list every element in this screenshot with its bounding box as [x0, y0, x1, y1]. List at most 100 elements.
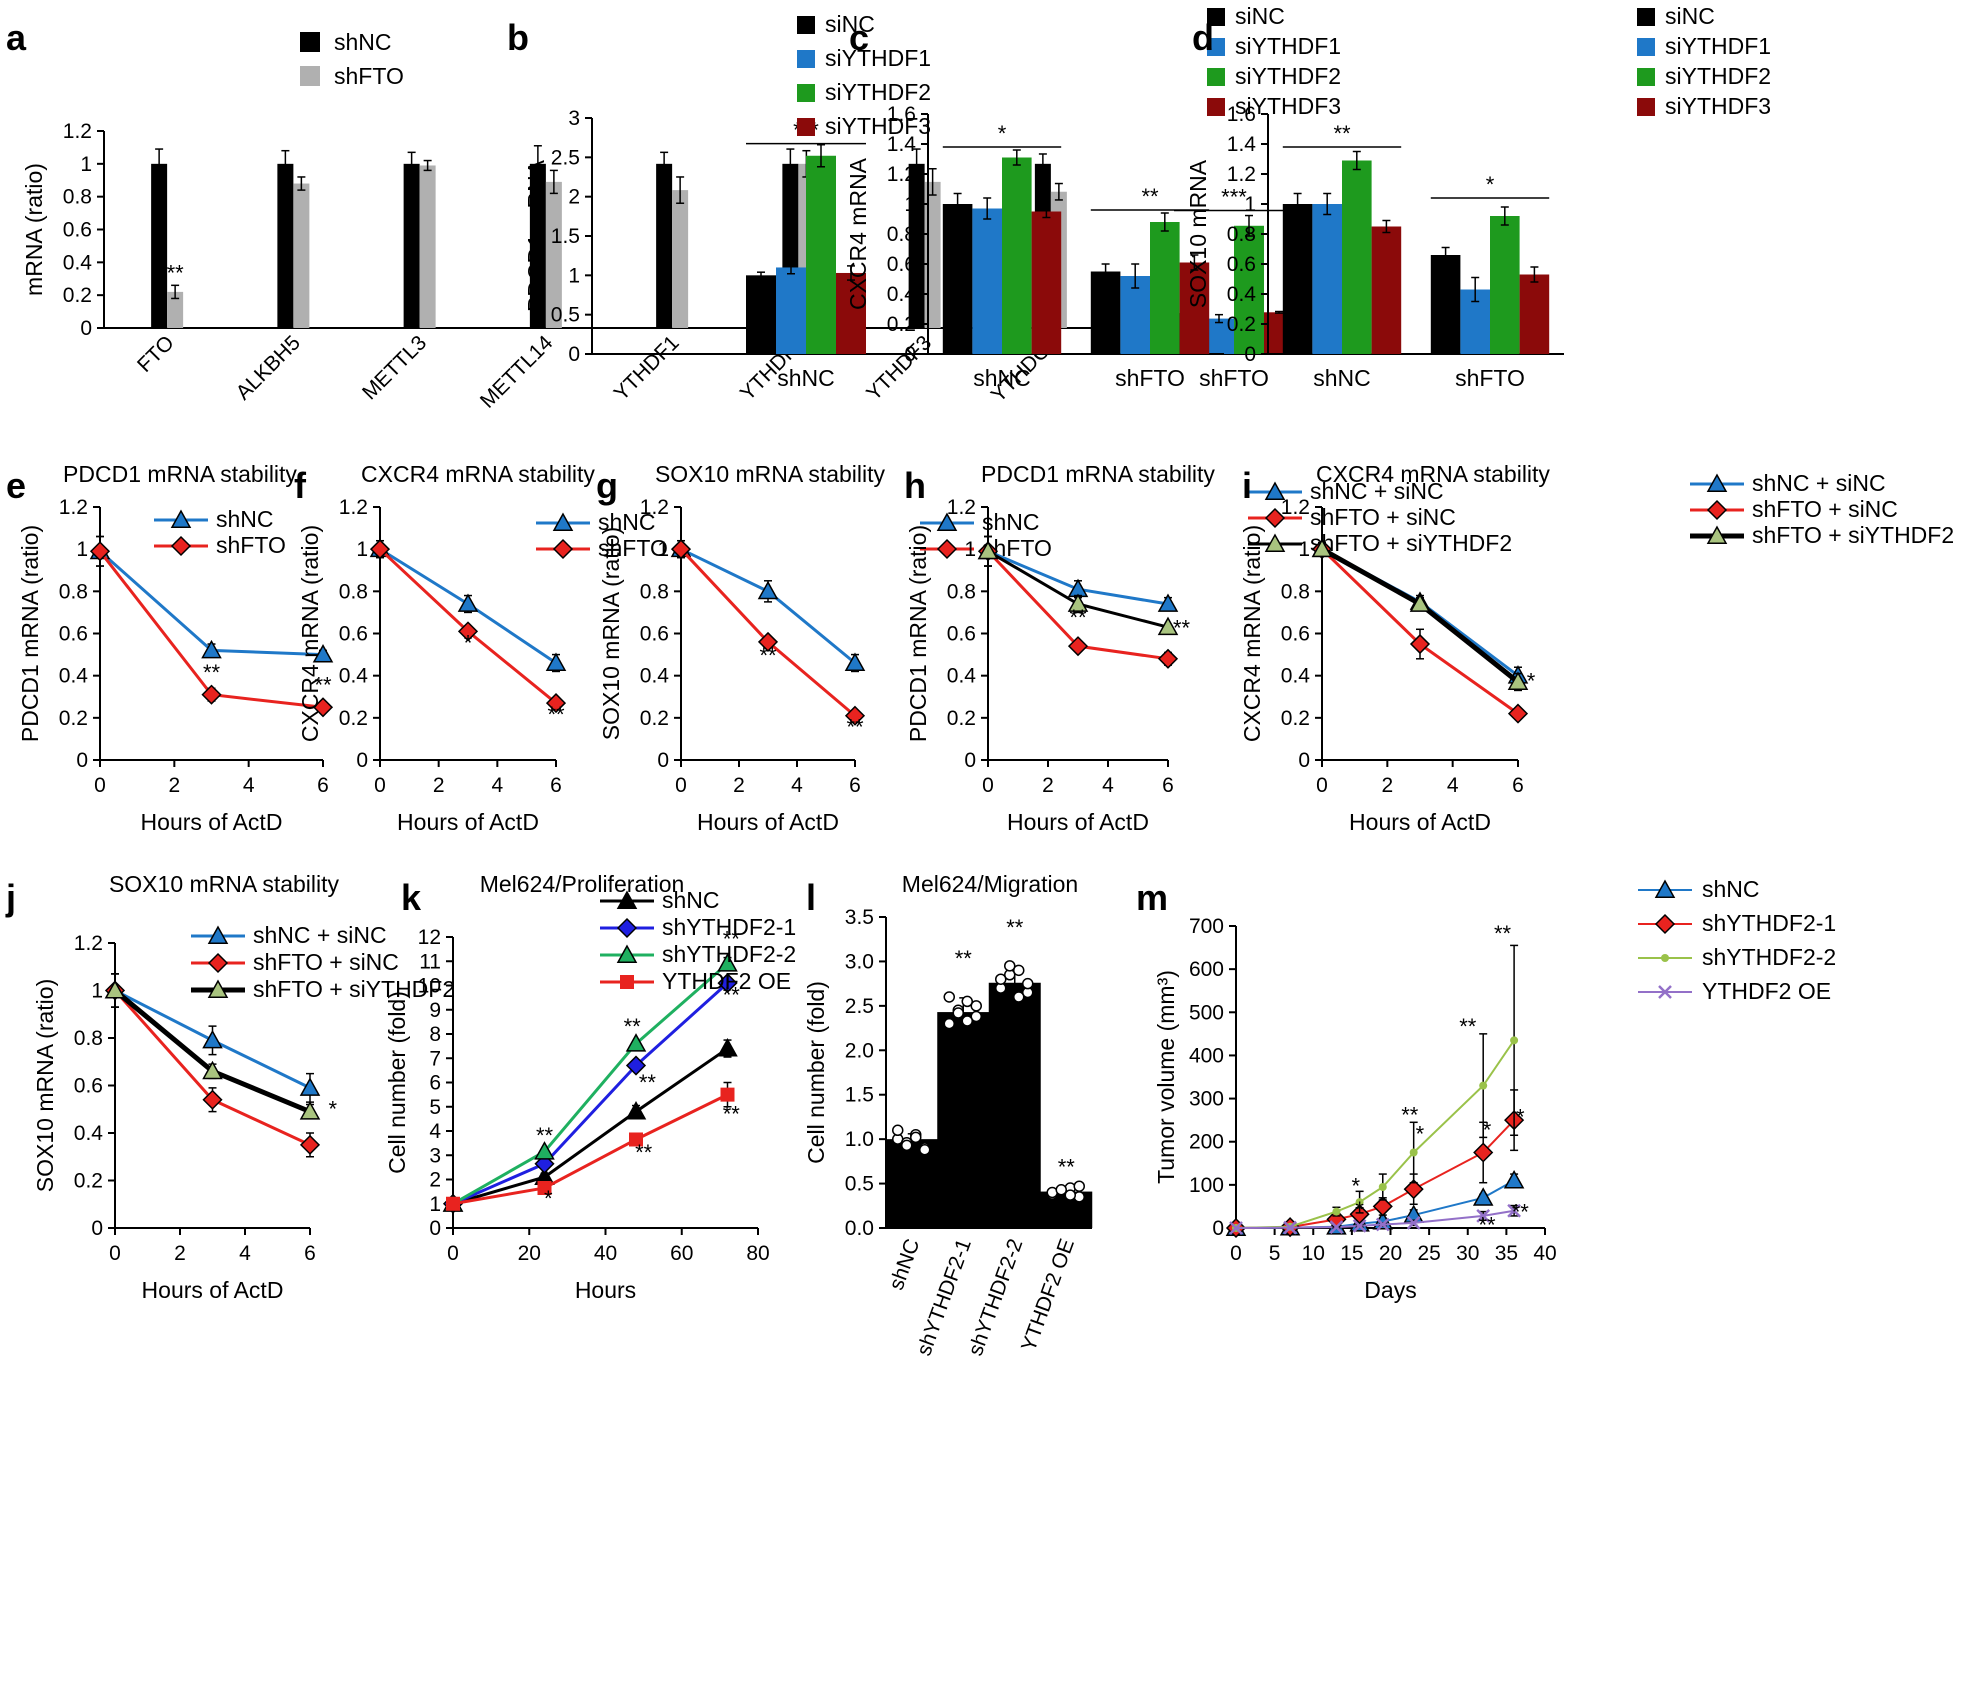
y-tick-label: 200	[1189, 1131, 1224, 1154]
panel-l: l Mel624/Migration 0.0 0.5 1.0 1.5 2.0 2.5 3.0 3.…	[803, 871, 1093, 1359]
y-tick-label: 4	[429, 1120, 441, 1143]
series-marker	[299, 1077, 321, 1096]
bar	[746, 275, 776, 354]
y-tick-label: 2.5	[845, 995, 874, 1018]
bar	[1002, 157, 1032, 354]
legend-marker	[1706, 499, 1728, 521]
bar	[1519, 274, 1550, 354]
x-tick-label: 15	[1340, 1242, 1363, 1265]
y-axis-label: PDCD1 mRNA	[523, 159, 549, 312]
x-tick-label: 6	[1162, 774, 1174, 797]
y-tick-label: 1.2	[74, 932, 103, 955]
legend-swatch	[797, 84, 815, 102]
bar	[672, 190, 689, 328]
series-line	[1235, 1119, 1515, 1229]
legend-swatch	[797, 16, 815, 34]
x-tick-label: 2	[1381, 774, 1393, 797]
bar	[403, 163, 420, 328]
x-tick-label: 10	[1302, 1242, 1325, 1265]
legend-label: shFTO + siYTHDF2	[1752, 522, 1954, 548]
series-marker	[717, 953, 738, 972]
legend-swatch	[300, 66, 320, 86]
bar	[885, 1139, 938, 1228]
panel-j: j SOX10 mRNA stability 0 0.2 0.4 0.6 0.8 1 1.2 SO…	[5, 871, 455, 1303]
bar	[293, 183, 310, 328]
legend-marker	[1264, 507, 1286, 529]
series-marker	[1507, 671, 1529, 690]
series-marker	[1355, 1198, 1364, 1207]
data-point	[1064, 1189, 1076, 1201]
legend-label: siYTHDF2	[825, 79, 931, 105]
significance-label: **	[624, 1014, 642, 1039]
series-marker	[545, 652, 567, 671]
y-tick-label: 1	[568, 264, 580, 287]
y-tick-label: 0.4	[947, 665, 977, 688]
series-marker	[1372, 1196, 1393, 1217]
legend-label: YTHDF2 OE	[1702, 978, 1831, 1004]
series-marker	[717, 1038, 738, 1057]
panel-title: Mel624/Proliferation	[480, 871, 685, 897]
y-axis-label: mRNA (ratio)	[21, 163, 47, 296]
bar	[167, 291, 184, 328]
y-tick-label: 0.2	[74, 1170, 103, 1193]
panel-title: SOX10 mRNA stability	[109, 871, 340, 897]
panel-g: g SOX10 mRNA stability 0 0.2 0.4 0.6 0.8 1 1.2 SO…	[596, 461, 1052, 835]
data-point	[1004, 960, 1016, 972]
series-marker	[1157, 648, 1179, 669]
significance-label: **	[536, 1123, 554, 1148]
x-tick-label: 4	[1102, 774, 1114, 797]
x-tick-label: 0	[982, 774, 994, 797]
legend-swatch	[1637, 38, 1655, 56]
x-tick-label: 6	[849, 774, 861, 797]
data-point	[1073, 1191, 1085, 1203]
x-tick-label: 4	[243, 774, 255, 797]
data-point	[892, 1124, 904, 1137]
significance-label: *	[1351, 1173, 1360, 1198]
bar	[988, 982, 1041, 1228]
y-axis-label: CXCR4 mRNA (ratio)	[297, 525, 323, 742]
x-axis-label: Hours of ActD	[1007, 809, 1149, 835]
data-point	[1013, 991, 1025, 1003]
panel-label: m	[1136, 877, 1168, 918]
y-tick-label: 0	[904, 343, 916, 366]
y-tick-label: 1	[904, 193, 916, 216]
y-tick-label: 700	[1189, 915, 1224, 938]
marker-cross-stroke	[1352, 1218, 1367, 1233]
series-marker	[1378, 1183, 1387, 1192]
significance-label: **	[1058, 1155, 1076, 1180]
panel-label: c	[849, 17, 869, 58]
legend-label: shFTO + siNC	[253, 949, 399, 975]
legend-label: siYTHDF3	[825, 113, 931, 139]
legend-swatch	[1637, 68, 1655, 86]
data-point	[943, 1017, 955, 1030]
significance-label: **	[635, 1140, 653, 1165]
x-tick-label: 0	[374, 774, 386, 797]
y-tick-label: 0.2	[63, 284, 92, 307]
series-marker	[457, 593, 479, 612]
series-marker	[1157, 616, 1179, 636]
y-axis-label: PDCD1 mRNA (ratio)	[905, 525, 931, 742]
x-tick-label: 2	[174, 1242, 186, 1265]
series-marker	[457, 621, 479, 642]
bar	[836, 272, 866, 354]
y-tick-label: 0.8	[1281, 580, 1310, 603]
series-marker	[369, 539, 391, 560]
significance-label: **	[1333, 121, 1351, 146]
x-tick-label: 6	[550, 774, 562, 797]
legend-swatch	[1637, 98, 1655, 116]
series-marker	[1349, 1204, 1370, 1225]
significance-label: **	[759, 643, 777, 668]
legend-swatch	[300, 32, 320, 52]
legend-marker	[170, 535, 192, 557]
significance-label: **	[547, 702, 565, 727]
y-tick-label: 5	[429, 1096, 441, 1119]
series-marker	[629, 1132, 643, 1147]
bar	[1312, 204, 1342, 354]
series-marker	[1503, 1169, 1525, 1189]
x-tick-label: 40	[1533, 1242, 1556, 1265]
marker-cross-stroke	[1476, 1209, 1491, 1223]
legend-marker	[1658, 985, 1672, 999]
x-tick-label: 2	[168, 774, 180, 797]
legend-label: shYTHDF2-1	[662, 914, 796, 940]
